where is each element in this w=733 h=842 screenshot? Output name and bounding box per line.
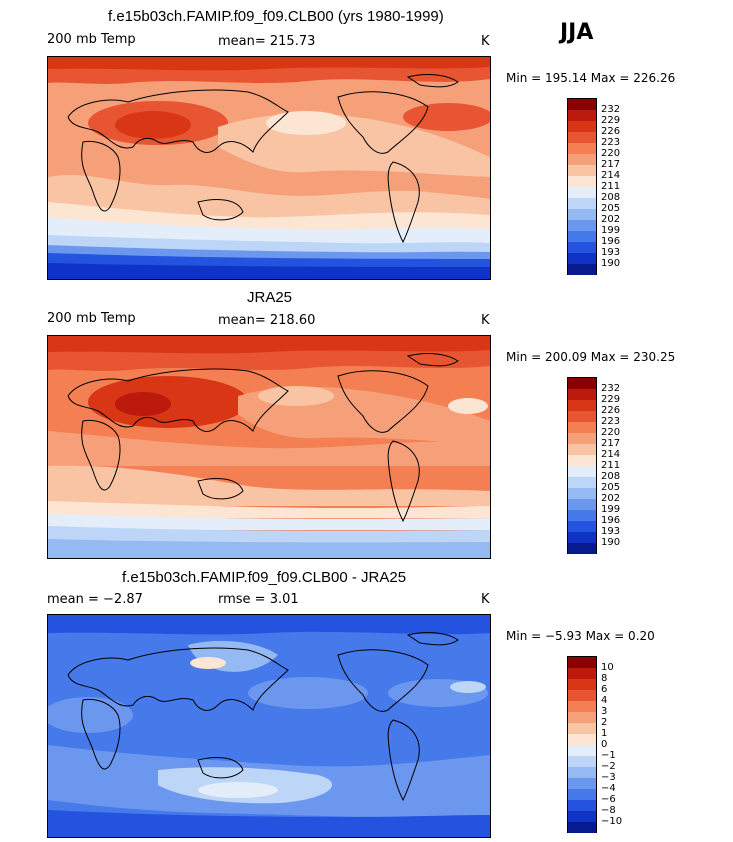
colorbar-tick-label: 232: [601, 383, 621, 394]
colorbar-tick-label: −2: [601, 761, 616, 772]
colorbar-tick-label: 223: [601, 137, 621, 148]
colorbar-tick-label: 190: [601, 537, 621, 548]
colorbar-tick-label: −3: [601, 772, 616, 783]
colorbar-tick-label: −8: [601, 805, 616, 816]
panel2-minmax: Min = 200.09 Max = 230.25: [506, 350, 676, 364]
panel3-minmax: Min = −5.93 Max = 0.20: [506, 629, 655, 643]
colorbar-tick-label: 226: [601, 126, 621, 137]
colorbar-tick-label: 1: [601, 728, 608, 739]
colorbar-tick-label: 229: [601, 394, 621, 405]
colorbar-tick-label: 8: [601, 673, 608, 684]
panel2-colorbar: [567, 377, 597, 554]
panel2-units: K: [481, 313, 490, 328]
colorbar-tick-label: 196: [601, 515, 621, 526]
colorbar-tick-label: 199: [601, 504, 621, 515]
panel3-colorbar: [567, 656, 597, 833]
panel1-colorbar: [567, 98, 597, 275]
panel2-title: JRA25: [247, 289, 293, 306]
panel1-colorbar-labels: 232 229 226 223 220 217 214 211 208 205 …: [601, 104, 620, 269]
colorbar-tick-label: 190: [601, 258, 621, 269]
panel2-colorbar-labels: 232 229 226 223 220 217 214 211 208 205 …: [601, 383, 620, 548]
colorbar-tick-label: 226: [601, 405, 621, 416]
panel1-mean-label: mean= 215.73: [218, 34, 316, 49]
colorbar-tick-label: 211: [601, 181, 621, 192]
colorbar-tick-label: 196: [601, 236, 621, 247]
colorbar-tick-label: 193: [601, 526, 621, 537]
colorbar-tick-label: 199: [601, 225, 621, 236]
panel1-minmax: Min = 195.14 Max = 226.26: [506, 71, 676, 85]
panel3-title: f.e15b03ch.FAMIP.f09_f09.CLB00 - JRA25: [122, 569, 407, 586]
colorbar-tick-label: 229: [601, 115, 621, 126]
colorbar-tick-label: −1: [601, 750, 616, 761]
colorbar-tick-label: 208: [601, 471, 621, 482]
panel2-contour-field: [48, 336, 490, 558]
colorbar-tick-label: 211: [601, 460, 621, 471]
panel3-rmse-label: rmse = 3.01: [218, 592, 299, 607]
colorbar-tick-label: −4: [601, 783, 616, 794]
colorbar-tick-label: 3: [601, 706, 608, 717]
colorbar-tick-label: 193: [601, 247, 621, 258]
colorbar-tick-label: 6: [601, 684, 608, 695]
panel3-mean-label: mean = −2.87: [47, 592, 143, 607]
colorbar-tick-label: 217: [601, 159, 621, 170]
panel1-variable-label: 200 mb Temp: [47, 32, 136, 47]
panel1-title: f.e15b03ch.FAMIP.f09_f09.CLB00 (yrs 1980…: [108, 8, 444, 25]
colorbar-tick-label: 217: [601, 438, 621, 449]
panel1-map: [47, 56, 491, 280]
colorbar-tick-label: −10: [601, 816, 623, 827]
colorbar-tick-label: 208: [601, 192, 621, 203]
colorbar-tick-label: 214: [601, 449, 621, 460]
colorbar-tick-label: 2: [601, 717, 608, 728]
panel3-map: [47, 614, 491, 838]
panel3-units: K: [481, 592, 490, 607]
panel3-contour-field: [48, 615, 490, 837]
panel1-units: K: [481, 34, 490, 49]
colorbar-tick-label: 0: [601, 739, 608, 750]
colorbar-tick-label: 205: [601, 482, 621, 493]
colorbar-tick-label: −6: [601, 794, 616, 805]
colorbar-tick-label: 220: [601, 148, 621, 159]
colorbar-tick-label: 214: [601, 170, 621, 181]
colorbar-tick-label: 202: [601, 493, 621, 504]
panel2-variable-label: 200 mb Temp: [47, 311, 136, 326]
panel1-contour-field: [48, 57, 490, 279]
colorbar-tick-label: 223: [601, 416, 621, 427]
panel2-map: [47, 335, 491, 559]
panel3-colorbar-labels: 10 8 6 4 3 2 1 0 −1 −2 −3 −4 −6 −8 −10: [601, 662, 622, 827]
panel2-mean-label: mean= 218.60: [218, 313, 316, 328]
colorbar-tick-label: 205: [601, 203, 621, 214]
colorbar-tick-label: 232: [601, 104, 621, 115]
colorbar-tick-label: 202: [601, 214, 621, 225]
colorbar-tick-label: 220: [601, 427, 621, 438]
colorbar-tick-label: 4: [601, 695, 608, 706]
colorbar-tick-label: 10: [601, 662, 614, 673]
season-label: JJA: [560, 20, 594, 45]
